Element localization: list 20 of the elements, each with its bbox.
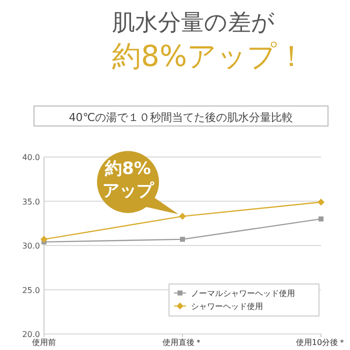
text: 約8%アップ！: [112, 39, 306, 73]
chart-title: 肌水分量の差が: [112, 10, 275, 36]
y-tick-label: 40.0: [22, 153, 40, 162]
point: [318, 198, 324, 206]
y-tick-label: 35.0: [22, 197, 40, 206]
legend-label: シャワーヘッド使用: [191, 302, 263, 311]
callout: 約8%アップ: [97, 151, 178, 214]
y-tick-label: 25.0: [22, 286, 40, 295]
y-tick-label: 20.0: [22, 330, 40, 339]
legend-label: ノーマルシャワーヘッド使用: [191, 289, 295, 298]
point: [180, 236, 185, 242]
annotation: 約8%アップ: [102, 158, 154, 202]
x-tick-label: 使用10分後＊: [296, 338, 346, 347]
point: [318, 216, 324, 222]
x-tick-label: 使用前: [32, 338, 56, 347]
chart-subtitle: 40℃の湯で１０秒間当てた後の肌水分量比較: [68, 111, 294, 124]
y-tick-label: 30.0: [22, 242, 40, 250]
x-tick-label: 使用直後＊: [162, 338, 202, 347]
point: [179, 212, 186, 220]
point: [40, 236, 48, 243]
